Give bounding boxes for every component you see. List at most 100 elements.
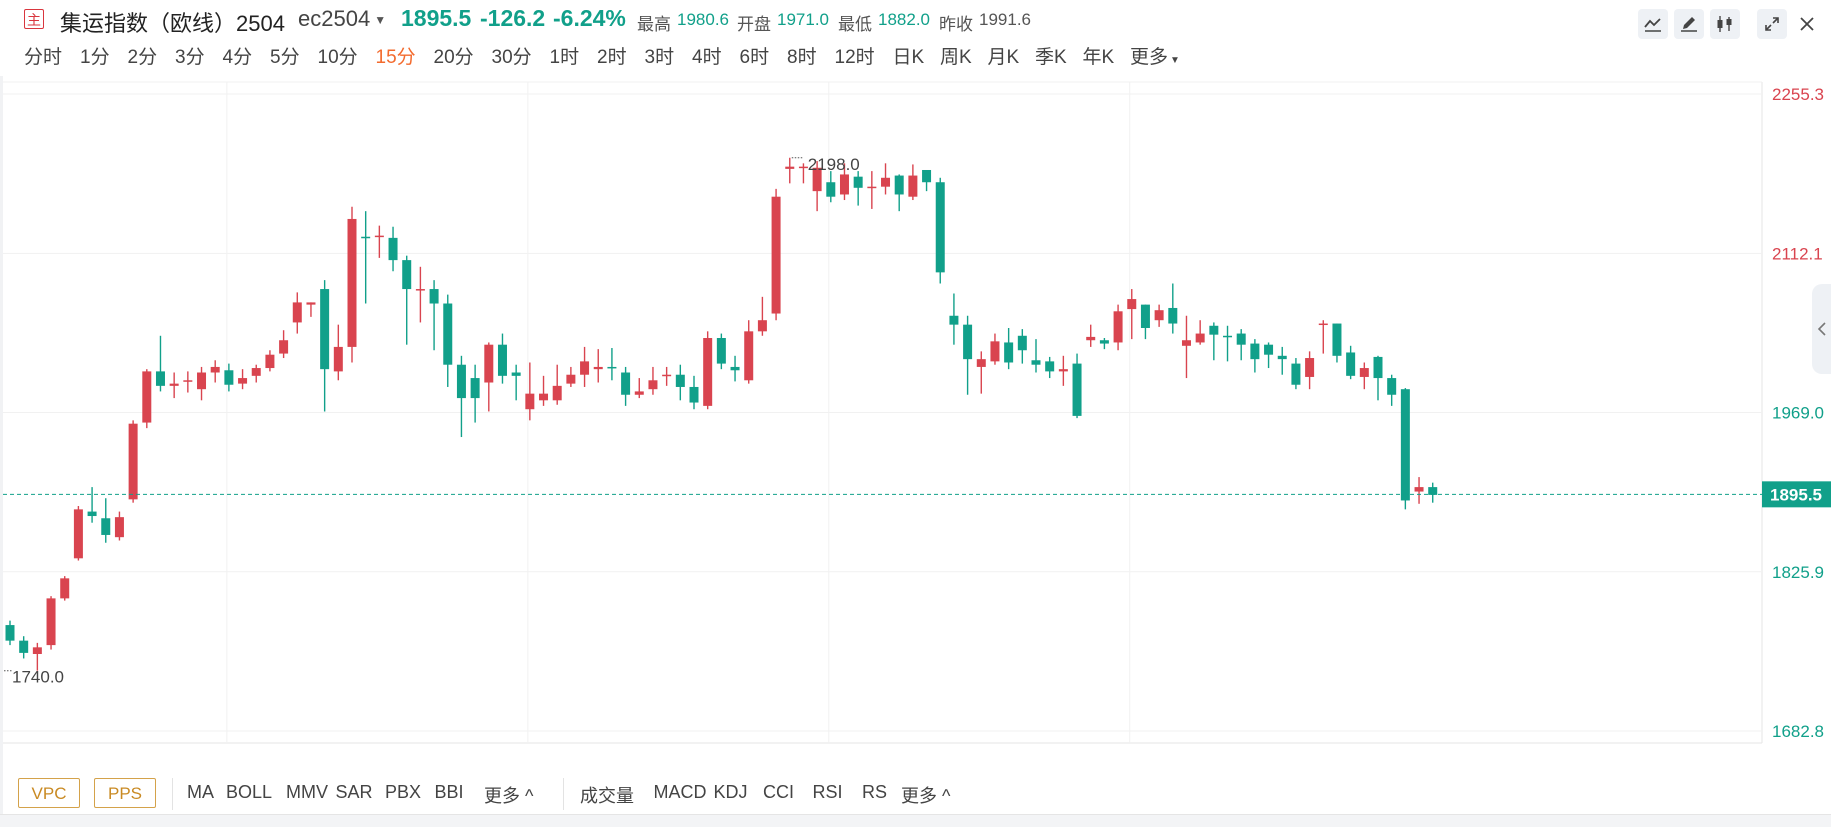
x-tick-label: 02-20 15:00 bbox=[1084, 749, 1175, 750]
y-tick-label: 1969.0 bbox=[1772, 404, 1824, 423]
period-tab[interactable]: 2分 bbox=[127, 47, 158, 68]
sub-indicator[interactable]: 成交量 bbox=[580, 786, 634, 806]
candle-body bbox=[265, 354, 275, 369]
sub-indicator[interactable]: 更多 ^ bbox=[901, 786, 951, 806]
draw-tool-button[interactable] bbox=[1674, 9, 1704, 39]
footer-strip bbox=[0, 814, 1831, 827]
candle-body bbox=[853, 176, 863, 188]
period-tab[interactable]: 6时 bbox=[739, 47, 770, 68]
candle-body bbox=[155, 371, 165, 386]
candle-body bbox=[73, 509, 83, 559]
candle-body bbox=[497, 344, 507, 376]
period-tab[interactable]: 月K bbox=[987, 47, 1020, 68]
candle-body bbox=[1318, 323, 1328, 326]
candle-body bbox=[1099, 340, 1109, 344]
period-tab[interactable]: 分时 bbox=[24, 47, 63, 68]
candle-body bbox=[634, 391, 644, 395]
chart-svg[interactable]: 2255.3 2112.1 1969.0 1825.9 1682.8 02-14 11:3… bbox=[0, 80, 1831, 768]
candle-body bbox=[1086, 336, 1096, 341]
period-tab[interactable]: 4分 bbox=[222, 47, 253, 68]
period-tab[interactable]: 3时 bbox=[644, 47, 675, 68]
contract-selector[interactable]: ec2504 ▼ bbox=[298, 6, 386, 32]
candle-body bbox=[1400, 389, 1410, 501]
candle-body bbox=[744, 331, 754, 381]
period-tab[interactable]: 3分 bbox=[175, 47, 205, 68]
sub-indicator[interactable]: KDJ bbox=[713, 782, 748, 802]
period-tab[interactable]: 15分 bbox=[375, 47, 416, 68]
period-tab[interactable]: 1分 bbox=[80, 47, 110, 68]
candle-body bbox=[19, 640, 29, 653]
main-indicator[interactable]: MMV bbox=[286, 782, 328, 802]
period-tab[interactable]: 季K bbox=[1035, 47, 1067, 68]
candle-body bbox=[607, 366, 617, 369]
candle-body bbox=[922, 169, 932, 183]
x-tick-label: 02-14 11:30 bbox=[182, 749, 271, 750]
sub-indicator[interactable]: RSI bbox=[812, 782, 843, 802]
candle-body bbox=[757, 320, 767, 332]
period-tab[interactable]: 日K bbox=[892, 47, 925, 68]
side-panel-toggle[interactable] bbox=[1812, 284, 1831, 374]
candle-body bbox=[1127, 299, 1137, 310]
main-indicator[interactable]: MA bbox=[187, 782, 214, 802]
chevron-down-icon: ▼ bbox=[1170, 55, 1180, 66]
candle-body bbox=[867, 186, 877, 189]
candle-body bbox=[128, 423, 138, 500]
candle-body bbox=[251, 368, 261, 376]
price-change-percent: -6.24% bbox=[553, 5, 626, 31]
candle-body bbox=[183, 380, 193, 382]
sub-indicator[interactable]: CCI bbox=[763, 782, 794, 802]
fullscreen-button[interactable] bbox=[1757, 9, 1787, 39]
candle-body bbox=[361, 236, 371, 239]
candle-body bbox=[908, 175, 918, 197]
period-tab[interactable]: 年K bbox=[1082, 47, 1115, 68]
chevron-left-icon bbox=[1817, 322, 1826, 336]
period-tab[interactable]: 更多 ▼ bbox=[1130, 47, 1180, 68]
sub-indicator[interactable]: RS bbox=[862, 782, 888, 802]
candle-body bbox=[320, 289, 330, 370]
candle-body bbox=[1373, 356, 1383, 379]
candle-body bbox=[511, 372, 521, 376]
candle-body bbox=[238, 378, 248, 384]
y-tick-label: 2255.3 bbox=[1772, 85, 1824, 104]
main-indicator[interactable]: SAR bbox=[335, 782, 373, 802]
vpc-toggle[interactable]: VPC bbox=[18, 778, 80, 808]
period-tab[interactable]: 1时 bbox=[549, 47, 580, 68]
period-tab[interactable]: 4时 bbox=[692, 47, 722, 68]
contract-code: ec2504 bbox=[298, 6, 371, 31]
candle-body bbox=[292, 302, 302, 323]
candle-body bbox=[197, 372, 207, 390]
pps-toggle[interactable]: PPS bbox=[94, 778, 156, 808]
line-tool-button[interactable] bbox=[1638, 9, 1668, 39]
candle-body bbox=[1045, 361, 1055, 372]
period-tab[interactable]: 30分 bbox=[491, 47, 532, 68]
period-tab[interactable]: 20分 bbox=[433, 47, 474, 68]
stat-high-label: 最高 bbox=[637, 15, 671, 34]
period-tab[interactable]: 12时 bbox=[834, 47, 875, 68]
period-tab[interactable]: 10分 bbox=[317, 47, 358, 68]
candle-body bbox=[1154, 310, 1164, 321]
candle-body bbox=[1414, 487, 1424, 492]
main-indicator[interactable]: 更多 ^ bbox=[484, 786, 534, 806]
stat-low-label: 最低 bbox=[838, 15, 872, 34]
period-tab[interactable]: 2时 bbox=[597, 47, 627, 68]
close-button[interactable] bbox=[1792, 9, 1822, 39]
sub-indicator[interactable]: MACD bbox=[653, 782, 707, 802]
candlestick-chart[interactable]: 2255.3 2112.1 1969.0 1825.9 1682.8 02-14 11:3… bbox=[0, 80, 1831, 768]
candle-style-icon bbox=[1717, 16, 1732, 32]
candle-body bbox=[662, 374, 672, 377]
candle-body bbox=[429, 289, 439, 304]
chart-style-button[interactable] bbox=[1710, 9, 1740, 39]
y-tick-label: 1682.8 bbox=[1772, 722, 1824, 741]
candle-body bbox=[347, 218, 357, 347]
indicator-divider bbox=[172, 778, 173, 810]
main-indicator[interactable]: PBX bbox=[385, 782, 422, 802]
candle-body bbox=[785, 166, 795, 169]
main-indicator[interactable]: BOLL bbox=[226, 782, 273, 802]
candle-body bbox=[525, 393, 535, 410]
indicator-divider bbox=[563, 778, 564, 810]
period-tab[interactable]: 8时 bbox=[787, 47, 817, 68]
price-change: -126.2 bbox=[480, 5, 546, 31]
period-tab[interactable]: 周K bbox=[940, 47, 972, 68]
period-tab[interactable]: 5分 bbox=[270, 47, 300, 68]
main-indicator[interactable]: BBI bbox=[434, 782, 464, 802]
